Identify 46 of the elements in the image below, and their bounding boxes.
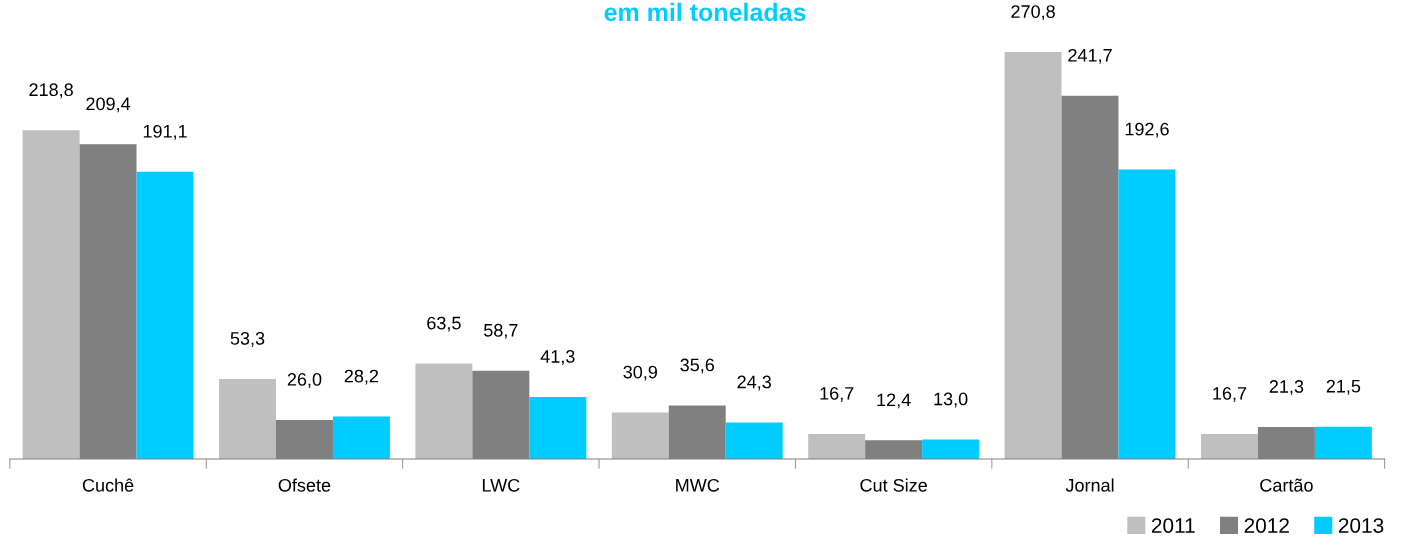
data-label: 21,5 bbox=[1326, 379, 1361, 395]
bar bbox=[415, 363, 473, 459]
bar bbox=[136, 171, 194, 459]
data-label: 28,2 bbox=[344, 369, 379, 385]
data-label: 16,7 bbox=[820, 386, 854, 402]
x-tick-label: Cuchê bbox=[82, 478, 134, 492]
bar bbox=[1004, 52, 1062, 459]
bar bbox=[529, 396, 587, 459]
data-label: 16,7 bbox=[1213, 386, 1247, 402]
legend-label: 2011 bbox=[1151, 518, 1195, 533]
data-label: 13,0 bbox=[934, 392, 968, 408]
bar bbox=[332, 416, 390, 459]
bar bbox=[219, 378, 276, 459]
bar bbox=[611, 412, 669, 459]
legend-label: 2013 bbox=[1338, 518, 1384, 533]
bar bbox=[725, 422, 783, 459]
bar bbox=[922, 439, 980, 459]
x-tick-label: Ofsete bbox=[278, 478, 331, 492]
data-label: 26,0 bbox=[287, 373, 322, 388]
data-label: 192,6 bbox=[1125, 122, 1169, 138]
data-label: 63,5 bbox=[427, 316, 461, 332]
bar bbox=[808, 433, 866, 459]
data-label: 58,7 bbox=[484, 323, 518, 339]
x-tick-label: MWC bbox=[676, 478, 720, 492]
data-label: 218,8 bbox=[29, 83, 73, 99]
x-tick-label: Cut Size bbox=[860, 478, 927, 492]
data-label: 35,6 bbox=[680, 358, 715, 374]
x-tick-label: LWC bbox=[482, 478, 520, 492]
bar bbox=[22, 130, 80, 459]
chart-title: em mil toneladas bbox=[604, 2, 806, 22]
legend-label: 2012 bbox=[1244, 518, 1289, 533]
data-label: 21,3 bbox=[1269, 380, 1304, 395]
data-label: 12,4 bbox=[877, 393, 911, 409]
data-label: 24,3 bbox=[737, 375, 771, 391]
x-tick-label: Cartão bbox=[1260, 478, 1313, 492]
data-label: 241,7 bbox=[1068, 48, 1112, 64]
data-label: 30,9 bbox=[623, 365, 658, 381]
data-label: 53,3 bbox=[230, 331, 265, 347]
bar bbox=[1314, 426, 1372, 459]
bar bbox=[1118, 169, 1176, 459]
data-label: 270,8 bbox=[1011, 5, 1055, 21]
bar bbox=[1200, 433, 1258, 459]
data-label: 191,1 bbox=[143, 124, 187, 140]
data-label: 209,4 bbox=[86, 97, 131, 113]
data-label: 41,3 bbox=[540, 350, 575, 365]
x-tick-label: Jornal bbox=[1065, 478, 1114, 492]
